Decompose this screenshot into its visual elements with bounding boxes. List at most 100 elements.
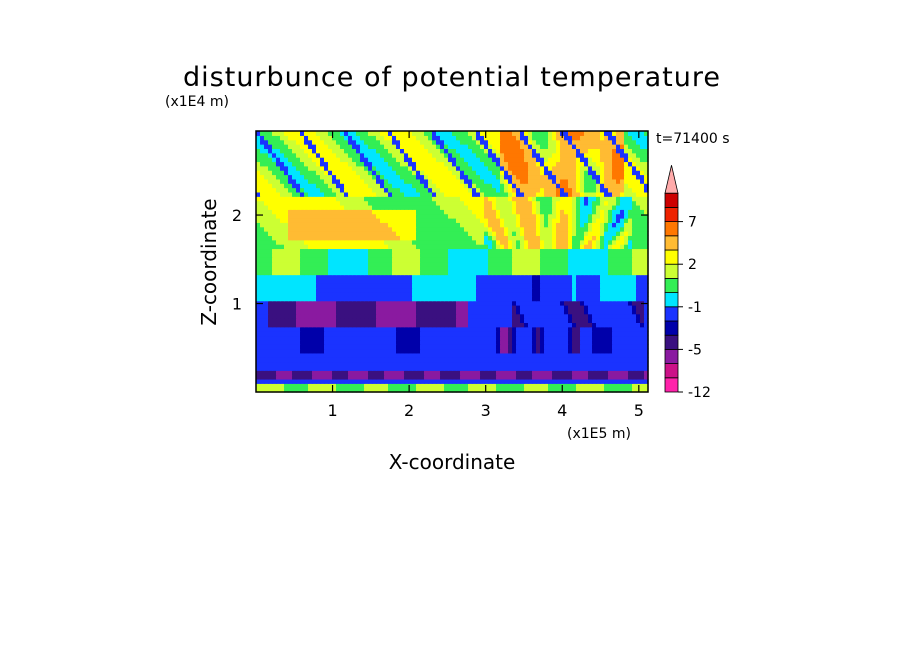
- field-cell: [328, 339, 333, 345]
- field-cell: [336, 331, 341, 337]
- field-cell: [620, 278, 625, 284]
- field-cell: [408, 248, 413, 254]
- field-cell: [488, 239, 493, 245]
- field-cell: [504, 287, 509, 293]
- field-cell: [612, 331, 617, 337]
- field-cell: [420, 283, 425, 289]
- field-cell: [548, 365, 553, 371]
- field-cell: [436, 309, 441, 315]
- field-cell: [360, 274, 365, 280]
- field-cell: [308, 226, 313, 232]
- field-cell: [572, 265, 577, 271]
- field-cell: [300, 213, 305, 219]
- field-cell: [380, 261, 385, 267]
- field-cell: [260, 257, 265, 263]
- field-cell: [524, 218, 529, 223]
- field-cell: [296, 305, 301, 310]
- field-cell: [640, 200, 645, 206]
- field-cell: [608, 235, 613, 241]
- field-cell: [376, 378, 381, 384]
- field-cell: [588, 270, 593, 276]
- field-cell: [628, 318, 633, 323]
- field-cell: [592, 313, 597, 319]
- field-cell: [544, 252, 549, 258]
- field-cell: [288, 170, 293, 176]
- field-cell: [416, 344, 421, 350]
- field-cell: [516, 261, 521, 267]
- field-cell: [344, 291, 349, 297]
- field-cell: [356, 183, 361, 189]
- field-cell: [568, 378, 573, 384]
- field-cell: [380, 218, 385, 223]
- field-cell: [296, 378, 301, 384]
- field-cell: [392, 218, 397, 223]
- field-cell: [596, 348, 601, 354]
- field-cell: [396, 300, 401, 306]
- field-cell: [368, 265, 373, 271]
- field-cell: [288, 196, 293, 202]
- field-cell: [452, 261, 457, 267]
- field-cell: [280, 187, 285, 193]
- field-cell: [500, 283, 505, 289]
- field-cell: [608, 326, 613, 332]
- field-cell: [468, 226, 473, 232]
- field-cell: [580, 361, 585, 367]
- field-cell: [636, 305, 641, 310]
- field-cell: [300, 322, 305, 328]
- field-cell: [564, 344, 569, 350]
- field-cell: [532, 370, 537, 376]
- field-cell: [468, 365, 473, 371]
- field-cell: [580, 218, 585, 223]
- field-cell: [364, 305, 369, 310]
- field-cell: [396, 331, 401, 337]
- field-cell: [336, 378, 341, 384]
- field-cell: [412, 283, 417, 289]
- field-cell: [624, 313, 629, 319]
- field-cell: [592, 196, 597, 202]
- field-cell: [440, 191, 445, 197]
- field-cell: [600, 252, 605, 258]
- field-cell: [636, 218, 641, 223]
- field-cell: [484, 274, 489, 280]
- field-cell: [460, 365, 465, 371]
- field-cell: [592, 248, 597, 254]
- field-cell: [384, 178, 389, 184]
- field-cell: [440, 174, 445, 180]
- field-cell: [444, 270, 449, 276]
- field-cell: [528, 374, 533, 380]
- field-cell: [616, 196, 621, 202]
- field-cell: [396, 278, 401, 284]
- field-cell: [532, 348, 537, 354]
- field-cell: [356, 218, 361, 223]
- field-cell: [356, 296, 361, 302]
- field-cell: [456, 309, 461, 315]
- field-cell: [596, 191, 601, 197]
- field-cell: [264, 218, 269, 223]
- field-cell: [604, 222, 609, 228]
- field-cell: [484, 326, 489, 332]
- field-cell: [328, 178, 333, 184]
- field-cell: [416, 239, 421, 245]
- field-cell: [480, 365, 485, 371]
- field-cell: [320, 296, 325, 302]
- field-cell: [448, 344, 453, 350]
- field-cell: [528, 348, 533, 354]
- field-cell: [288, 322, 293, 328]
- field-cell: [504, 331, 509, 337]
- field-cell: [624, 196, 629, 202]
- field-cell: [436, 335, 441, 341]
- field-cell: [272, 270, 277, 276]
- field-cell: [524, 270, 529, 276]
- field-cell: [468, 222, 473, 228]
- field-cell: [364, 231, 369, 236]
- field-cell: [324, 357, 329, 363]
- field-cell: [444, 170, 449, 176]
- field-cell: [364, 261, 369, 267]
- field-cell: [304, 187, 309, 193]
- field-cell: [368, 387, 373, 393]
- field-cell: [372, 313, 377, 319]
- field-cell: [512, 331, 517, 337]
- field-cell: [380, 265, 385, 271]
- field-cell: [408, 339, 413, 345]
- field-cell: [384, 252, 389, 258]
